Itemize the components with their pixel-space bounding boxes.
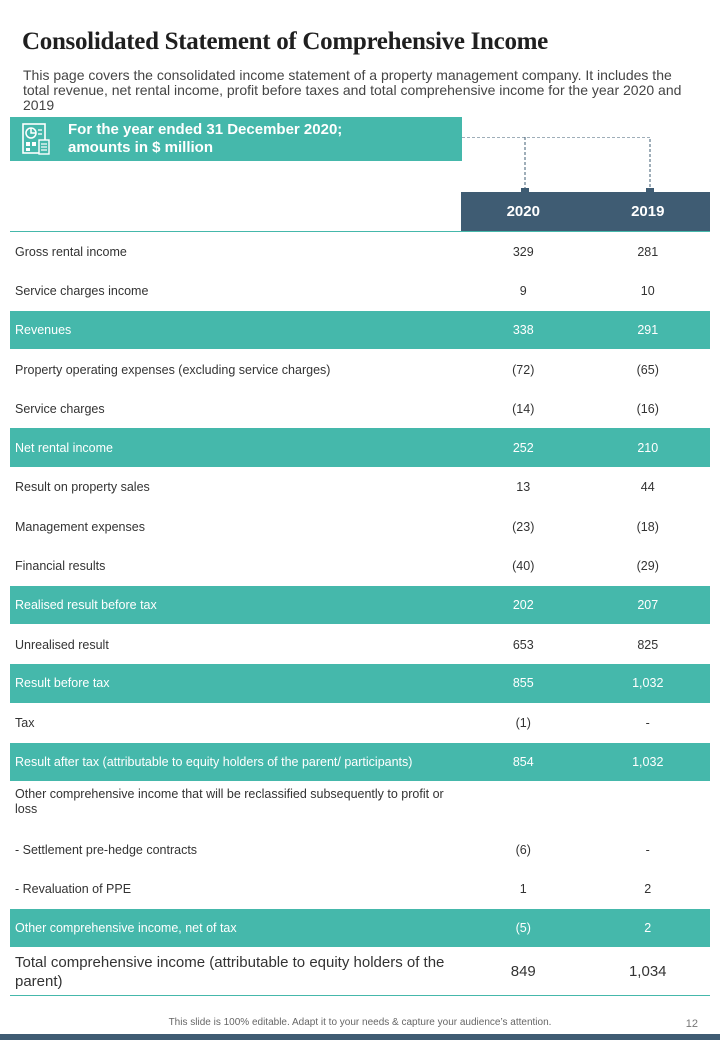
row-label: Unrealised result <box>15 637 109 652</box>
table-row-section-heading: Other comprehensive income that will be … <box>10 782 710 830</box>
value-2020: (5) <box>515 920 531 935</box>
value-2020: 202 <box>512 597 534 612</box>
total-value-2019: 1,034 <box>628 963 667 981</box>
table-row: Property operating expenses (excluding s… <box>10 350 710 389</box>
value-2020: 855 <box>512 676 534 691</box>
row-label: Realised result before tax <box>15 597 157 612</box>
year-header: 2020 2019 <box>461 192 710 232</box>
row-label: - Revaluation of PPE <box>15 882 132 897</box>
row-label: Gross rental income <box>15 244 127 259</box>
value-2020: (1) <box>515 716 531 731</box>
table-row-subtotal: Result after tax (attributable to equity… <box>10 742 710 783</box>
financial-report-icon <box>10 117 62 161</box>
value-2019: 825 <box>637 637 659 652</box>
value-2020: (14) <box>512 401 535 416</box>
row-label: Revenues <box>15 322 72 337</box>
value-2019: 2 <box>644 920 652 935</box>
column-header-2020: 2020 <box>506 203 540 220</box>
table-row-total: Total comprehensive income (attributable… <box>10 948 710 997</box>
value-2019: (18) <box>636 519 659 534</box>
page-number: 12 <box>685 1018 698 1030</box>
row-label: Property operating expenses (excluding s… <box>15 362 331 377</box>
value-2019: 281 <box>637 244 659 259</box>
row-label: Management expenses <box>15 519 145 534</box>
value-2019: (65) <box>636 362 659 377</box>
value-2020: 13 <box>516 480 531 495</box>
row-label: Service charges <box>15 401 105 416</box>
page-intro: This page covers the consolidated income… <box>23 67 682 113</box>
footer-note: This slide is 100% editable. Adapt it to… <box>168 1017 552 1028</box>
banner-line-2: amounts in $ million <box>68 139 214 156</box>
value-2020: 329 <box>512 244 534 259</box>
row-label: Result before tax <box>15 676 110 691</box>
total-label: Total comprehensive income (attributable… <box>15 953 445 990</box>
table-row: Management expenses (23) (18) <box>10 507 710 546</box>
period-banner: For the year ended 31 December 2020; amo… <box>10 117 462 161</box>
value-2020: 252 <box>512 440 534 455</box>
value-2020: 338 <box>512 322 534 337</box>
value-2019: (29) <box>636 559 659 574</box>
table-row: Financial results (40) (29) <box>10 546 710 585</box>
value-2020: 1 <box>519 882 527 897</box>
table-row: Unrealised result 653 825 <box>10 625 710 664</box>
value-2019: 44 <box>640 480 655 495</box>
value-2019: (16) <box>636 401 659 416</box>
banner-text: For the year ended 31 December 2020; amo… <box>62 121 342 157</box>
value-2020: (72) <box>512 362 535 377</box>
value-2020: 9 <box>519 283 527 298</box>
row-label: Tax <box>15 716 35 731</box>
table-row-subtotal: Net rental income 252 210 <box>10 428 710 468</box>
row-label: Net rental income <box>15 440 113 455</box>
table-row-subtotal: Revenues 338 291 <box>10 310 710 350</box>
table-row-subtotal: Result before tax 855 1,032 <box>10 664 710 704</box>
table-row: Service charges income 9 10 <box>10 271 710 310</box>
page-title: Consolidated Statement of Comprehensive … <box>22 28 548 55</box>
value-2019: 291 <box>637 322 659 337</box>
row-label: Financial results <box>15 559 106 574</box>
value-2019: 1,032 <box>632 755 664 769</box>
table-row: Tax (1) - <box>10 704 710 743</box>
row-label: Service charges income <box>15 283 149 298</box>
header-divider <box>10 231 710 232</box>
table-row: Gross rental income 329 281 <box>10 232 710 271</box>
table-row: - Revaluation of PPE 1 2 <box>10 869 710 908</box>
income-statement-table: Gross rental income 329 281 Service char… <box>10 232 710 997</box>
value-2019: 2 <box>644 882 652 897</box>
row-label: Other comprehensive income, net of tax <box>15 920 237 935</box>
table-row-subtotal: Realised result before tax 202 207 <box>10 585 710 625</box>
table-row: - Settlement pre-hedge contracts (6) - <box>10 830 710 869</box>
value-2020: (23) <box>512 519 535 534</box>
value-2019: - <box>645 716 650 731</box>
value-2019: 210 <box>637 440 659 455</box>
value-2019: 207 <box>637 597 659 612</box>
table-row: Result on property sales 13 44 <box>10 468 710 507</box>
row-label: Other comprehensive income that will be … <box>15 787 444 817</box>
value-2019: 1,032 <box>632 676 664 691</box>
table-row: Service charges (14) (16) <box>10 389 710 428</box>
table-row-subtotal: Other comprehensive income, net of tax (… <box>10 908 710 949</box>
value-2019: 10 <box>640 283 655 298</box>
bottom-bar <box>0 1034 720 1040</box>
column-header-2019: 2019 <box>631 203 665 220</box>
value-2020: 653 <box>512 637 534 652</box>
value-2020: 854 <box>512 755 534 769</box>
value-2020: (40) <box>512 559 535 574</box>
row-label: Result after tax (attributable to equity… <box>15 755 413 769</box>
value-2019: - <box>645 842 650 857</box>
row-label: Result on property sales <box>15 480 150 495</box>
banner-line-1: For the year ended 31 December 2020; <box>68 121 343 138</box>
dashed-connector <box>462 137 654 196</box>
value-2020: (6) <box>515 842 531 857</box>
row-label: - Settlement pre-hedge contracts <box>15 842 198 857</box>
total-value-2020: 849 <box>510 963 536 981</box>
